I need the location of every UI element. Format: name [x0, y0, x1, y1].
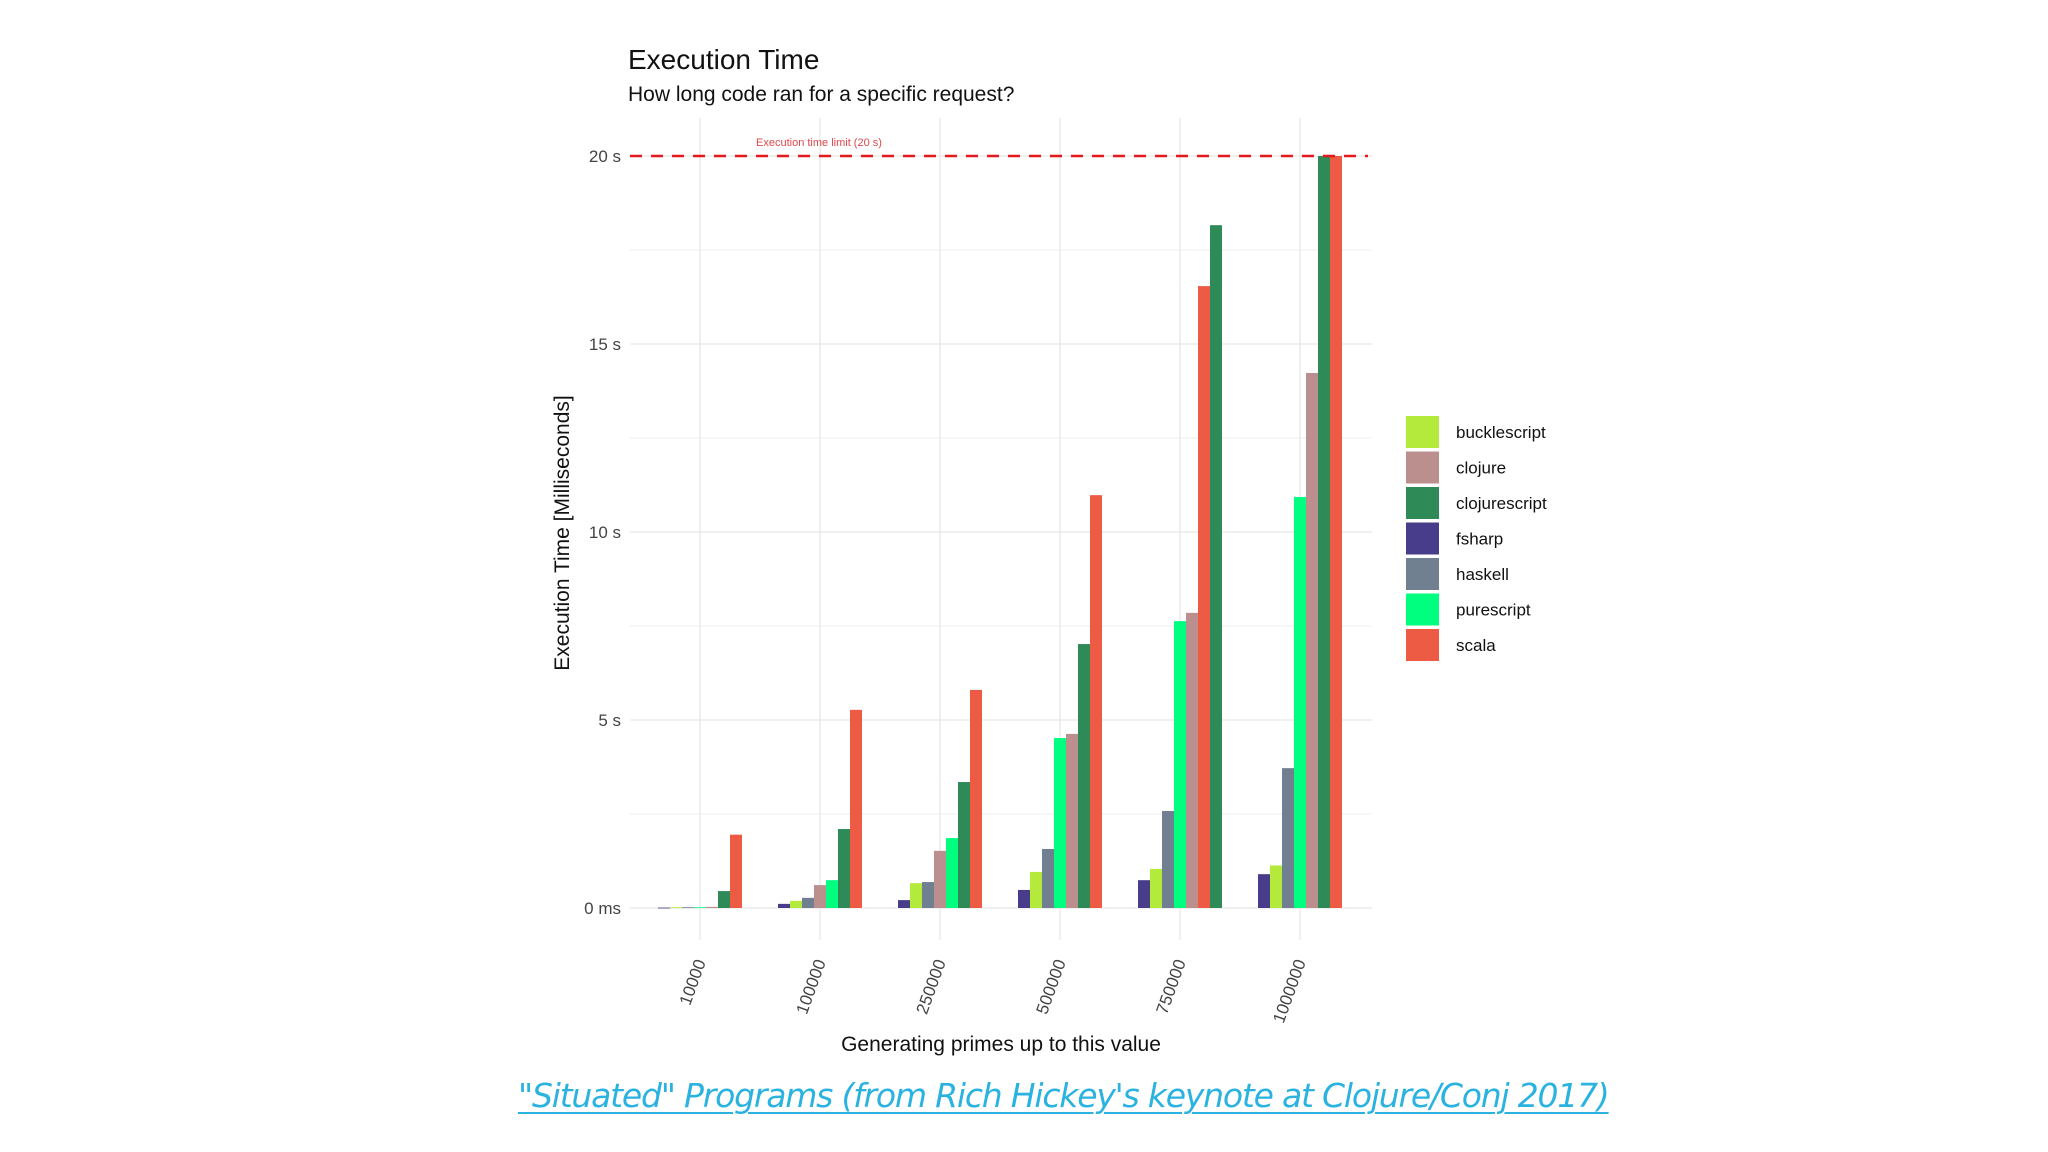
bar-scala-10000: scala: 1.95 s: [730, 834, 742, 908]
source-caption-link[interactable]: "Situated" Programs (from Rich Hickey's …: [518, 1076, 1610, 1115]
bar-clojure-750000: clojure: 7.85 s: [1186, 612, 1198, 908]
bar-fsharp-250000: fsharp: 0.21 s: [898, 900, 910, 908]
bar-fsharp-10000: fsharp: 0.01 s: [658, 907, 670, 909]
bar-bucklescript-10000: bucklescript: 0.02 s: [670, 907, 682, 909]
y-tick-label: 0 ms: [584, 899, 621, 918]
bar-clojure-500000: clojure: 4.63 s: [1066, 733, 1078, 908]
bar-haskell-100000: haskell: 0.27 s: [802, 897, 814, 908]
y-tick-label: 10 s: [589, 523, 621, 542]
legend-label: clojure: [1456, 459, 1506, 478]
x-tick-label: 500000: [1033, 957, 1070, 1017]
legend-item-clojurescript: clojurescript: [1406, 487, 1547, 519]
limit-annotation: Execution time limit (20 s): [756, 137, 882, 149]
bar-bucklescript-500000: bucklescript: 0.96 s: [1030, 871, 1042, 908]
legend-swatch: [1406, 522, 1439, 555]
bar-purescript-750000: purescript: 7.63 s: [1174, 621, 1186, 908]
bar-clojurescript-1000000: clojurescript: 20 s: [1318, 156, 1330, 908]
bar-haskell-250000: haskell: 0.69 s: [922, 882, 934, 908]
bar-clojure-1000000: clojure: 14.23 s: [1306, 372, 1318, 908]
x-tick-label: 10000: [676, 957, 710, 1008]
legend-label: haskell: [1456, 565, 1509, 584]
legend-swatch: [1406, 451, 1439, 484]
bar-clojure-10000: clojure: 0.03 s: [706, 906, 718, 908]
legend-swatch: [1406, 487, 1439, 519]
bar-group-1000000: fsharp: 0.9 sbucklescript: 1.13 shaskell…: [1258, 156, 1342, 908]
execution-limit-line: Execution time limit (20 s): [630, 137, 1368, 158]
bar-scala-250000: scala: 5.8 s: [970, 689, 982, 908]
bar-haskell-10000: haskell: 0.02 s: [682, 907, 694, 909]
legend-swatch: [1406, 416, 1439, 448]
legend-item-haskell: haskell: [1406, 558, 1509, 590]
legend-label: fsharp: [1456, 530, 1503, 549]
legend-item-fsharp: fsharp: [1406, 522, 1503, 555]
y-axis-title: Execution Time [Milliseconds]: [551, 395, 574, 670]
y-tick-label: 20 s: [589, 147, 621, 166]
legend-swatch: [1406, 593, 1439, 626]
bar-scala-100000: scala: 5.27 s: [850, 709, 862, 908]
bar-clojurescript-10000: clojurescript: 0.45 s: [718, 891, 730, 908]
x-tick-label: 1000000: [1269, 957, 1309, 1026]
bar-clojurescript-250000: clojurescript: 3.35 s: [958, 782, 970, 908]
bar-scala-750000: scala: 16.54 s: [1198, 286, 1210, 908]
bar-haskell-750000: haskell: 2.58 s: [1162, 810, 1174, 908]
bar-purescript-100000: purescript: 0.74 s: [826, 880, 838, 908]
plot-grid: [630, 118, 1372, 940]
legend-swatch: [1406, 629, 1439, 661]
bar-group-750000: fsharp: 0.74 sbucklescript: 1.04 shaskel…: [1138, 225, 1222, 908]
bar-haskell-1000000: haskell: 3.72 s: [1282, 768, 1294, 908]
bar-bucklescript-750000: bucklescript: 1.04 s: [1150, 868, 1162, 908]
bar-group-500000: fsharp: 0.48 sbucklescript: 0.96 shaskel…: [1018, 495, 1102, 908]
bar-bucklescript-1000000: bucklescript: 1.13 s: [1270, 865, 1282, 908]
bar-purescript-10000: purescript: 0.02 s: [694, 907, 706, 909]
bar-fsharp-100000: fsharp: 0.11 s: [778, 903, 790, 908]
legend-item-scala: scala: [1406, 629, 1496, 661]
bar-clojure-100000: clojure: 0.61 s: [814, 885, 826, 908]
bar-group-250000: fsharp: 0.21 sbucklescript: 0.66 shaskel…: [898, 689, 982, 908]
y-tick-label: 5 s: [598, 711, 621, 730]
bar-scala-1000000: scala: 20 s: [1330, 156, 1342, 908]
legend-label: purescript: [1456, 601, 1531, 620]
bar-clojurescript-750000: clojurescript: 18.16 s: [1210, 225, 1222, 908]
legend-label: clojurescript: [1456, 494, 1547, 513]
bar-group-10000: fsharp: 0.01 sbucklescript: 0.02 shaskel…: [658, 834, 742, 909]
legend-item-purescript: purescript: [1406, 593, 1531, 626]
legend-label: scala: [1456, 636, 1496, 655]
bar-fsharp-1000000: fsharp: 0.9 s: [1258, 874, 1270, 908]
bar-clojure-250000: clojure: 1.52 s: [934, 850, 946, 908]
x-tick-label: 100000: [793, 957, 830, 1017]
bar-fsharp-750000: fsharp: 0.74 s: [1138, 880, 1150, 908]
x-axis-title: Generating primes up to this value: [841, 1033, 1161, 1056]
bar-bucklescript-250000: bucklescript: 0.66 s: [910, 883, 922, 908]
legend-label: bucklescript: [1456, 423, 1546, 442]
x-tick-label: 750000: [1153, 957, 1190, 1017]
bar-group-100000: fsharp: 0.11 sbucklescript: 0.19 shaskel…: [778, 709, 862, 908]
y-axis-ticks: 0 ms 5 s 10 s 15 s 20 s: [584, 147, 621, 918]
x-tick-label: 250000: [913, 957, 950, 1017]
legend-swatch: [1406, 558, 1439, 590]
y-tick-label: 15 s: [589, 335, 621, 354]
chart-title: Execution Time: [628, 44, 819, 75]
bar-bucklescript-100000: bucklescript: 0.19 s: [790, 900, 802, 908]
legend-item-bucklescript: bucklescript: [1406, 416, 1546, 448]
legend-item-clojure: clojure: [1406, 451, 1506, 484]
bar-purescript-500000: purescript: 4.52 s: [1054, 738, 1066, 908]
chart-legend: bucklescript clojure clojurescript fsharp ha…: [1406, 416, 1547, 661]
bar-purescript-1000000: purescript: 10.93 s: [1294, 497, 1306, 908]
bar-scala-500000: scala: 10.98 s: [1090, 495, 1102, 908]
x-axis-ticks: 10000 100000 250000 500000 750000 1000000: [676, 957, 1310, 1026]
bar-fsharp-500000: fsharp: 0.48 s: [1018, 889, 1030, 908]
chart-subtitle: How long code ran for a specific request…: [628, 83, 1014, 106]
bar-groups: fsharp: 0.01 sbucklescript: 0.02 shaskel…: [658, 156, 1342, 909]
bar-clojurescript-500000: clojurescript: 7.02 s: [1078, 644, 1090, 908]
bar-clojurescript-100000: clojurescript: 2.1 s: [838, 829, 850, 908]
bar-haskell-500000: haskell: 1.57 s: [1042, 848, 1054, 908]
bar-purescript-250000: purescript: 1.86 s: [946, 838, 958, 908]
